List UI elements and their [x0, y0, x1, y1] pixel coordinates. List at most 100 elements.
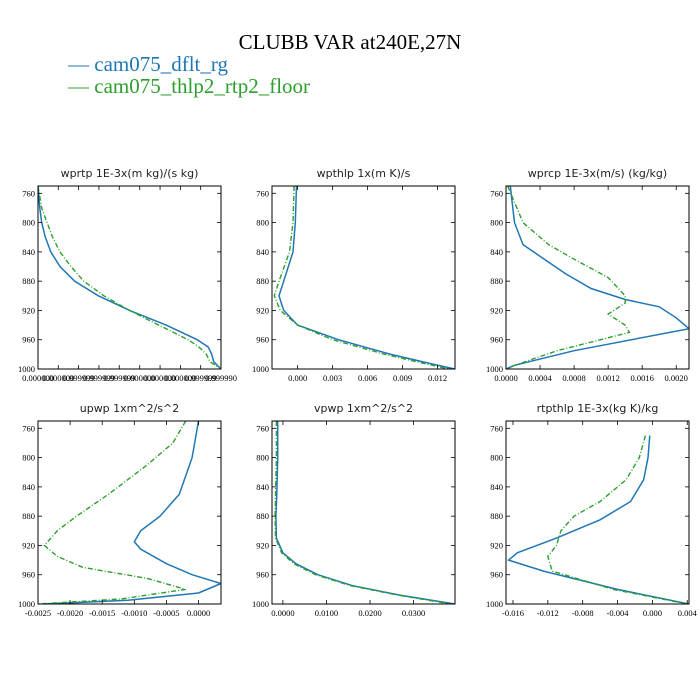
series-line-dflt-rg — [507, 435, 689, 604]
y-tick-label: 880 — [256, 276, 269, 286]
x-tick-label: 0.009 — [393, 373, 412, 383]
y-tick-label: 800 — [490, 453, 503, 463]
x-tick-label: -0.004 — [607, 608, 630, 618]
y-tick-label: 800 — [22, 453, 35, 463]
y-tick-label: 960 — [256, 570, 269, 580]
x-tick-label: -0.008 — [572, 608, 594, 618]
y-tick-label: 760 — [490, 188, 503, 198]
y-tick-label: 760 — [22, 188, 35, 198]
y-tick-label: 960 — [256, 335, 269, 345]
series-line-dflt-rg — [38, 186, 221, 369]
x-tick-label: 0.0000 — [494, 373, 517, 383]
y-tick-label: 920 — [490, 305, 503, 315]
y-tick-label: 800 — [256, 453, 269, 463]
panel-5: vpwp 1xm^2/s^2 760 800 840 880 920 960 10000.00… — [252, 402, 456, 618]
series-line-dflt-rg — [44, 421, 221, 604]
plot-frame — [37, 420, 222, 605]
panel-title: upwp 1xm^2/s^2 — [80, 402, 180, 415]
x-tick-label: 0.000000 — [144, 373, 176, 383]
x-tick-label: 0.004 — [678, 608, 698, 618]
y-tick-label: 880 — [490, 511, 503, 521]
x-tick-label: 0.0012 — [596, 373, 619, 383]
x-tick-label: 0.0000 — [271, 608, 294, 618]
series-line-dflt-rg — [506, 186, 689, 369]
y-tick-label: 920 — [256, 305, 269, 315]
y-tick-label: 840 — [490, 247, 503, 257]
x-tick-label: 0.0008 — [562, 373, 585, 383]
plot-frame — [505, 185, 690, 370]
x-tick-label: 0.999999 — [83, 373, 115, 383]
series-line-dflt-rg — [278, 186, 455, 369]
x-tick-label: -0.0025 — [25, 608, 51, 618]
panel-2: wpthlp 1x(m K)/s 760 800 840 880 920 960 1000 0.… — [252, 167, 456, 383]
panel-title: vpwp 1xm^2/s^2 — [314, 402, 413, 415]
x-tick-label: 0.999990 — [205, 373, 237, 383]
y-tick-label: 840 — [256, 247, 269, 257]
x-tick-label: 0.006 — [358, 373, 377, 383]
series-line-thlp2-rtp2-floor — [506, 186, 631, 369]
x-tick-label: 0.0016 — [630, 373, 653, 383]
series-line-thlp2-rtp2-floor — [274, 421, 451, 604]
y-tick-label: 920 — [22, 540, 35, 550]
series-line-thlp2-rtp2-floor — [38, 421, 187, 604]
y-tick-label: 880 — [22, 511, 35, 521]
y-tick-label: 800 — [22, 218, 35, 228]
y-tick-label: 1000 — [252, 599, 269, 609]
y-tick-label: 880 — [22, 276, 35, 286]
x-tick-label: 0.999999 — [103, 373, 135, 383]
y-tick-label: 760 — [22, 423, 35, 433]
panel-title: wprcp 1E-3x(m/s) (kg/kg) — [528, 167, 667, 180]
y-tick-label: 960 — [490, 335, 503, 345]
x-tick-label: 0.0200 — [358, 608, 381, 618]
y-tick-label: 840 — [490, 482, 503, 492]
plot-frame — [505, 420, 690, 605]
x-tick-label: 0.012 — [428, 373, 447, 383]
figure-title: CLUBB VAR at240E,27N — [238, 30, 462, 54]
y-tick-label: 920 — [22, 305, 35, 315]
y-tick-label: 920 — [490, 540, 503, 550]
y-tick-label: 760 — [256, 188, 269, 198]
x-tick-label: 0.0100 — [315, 608, 338, 618]
panel-6: rtpthlp 1E-3x(kg K)/kg 760 800 840 880 920 960… — [486, 402, 698, 618]
x-tick-label: 0.000000 — [22, 373, 54, 383]
x-tick-label: -0.016 — [502, 608, 524, 618]
x-tick-label: -0.0015 — [89, 608, 115, 618]
y-tick-label: 960 — [490, 570, 503, 580]
y-tick-label: 960 — [22, 335, 35, 345]
x-tick-label: 0.000 — [288, 373, 307, 383]
x-tick-label: 0.000000 — [42, 373, 74, 383]
plot-frame — [271, 420, 456, 605]
y-tick-label: 800 — [490, 218, 503, 228]
y-tick-label: 840 — [22, 482, 35, 492]
y-tick-label: 1000 — [486, 599, 503, 609]
series-line-thlp2-rtp2-floor — [38, 186, 221, 369]
x-tick-label: 0.000000 — [124, 373, 156, 383]
y-tick-label: 1000 — [486, 364, 503, 374]
x-tick-label: 0.000 — [643, 608, 662, 618]
x-tick-label: 0.999999 — [185, 373, 217, 383]
y-tick-label: 1000 — [18, 599, 35, 609]
y-tick-label: 880 — [256, 511, 269, 521]
x-tick-label: 0.000000 — [164, 373, 196, 383]
y-tick-label: 760 — [490, 423, 503, 433]
y-tick-label: 800 — [256, 218, 269, 228]
y-tick-label: 840 — [22, 247, 35, 257]
series-line-thlp2-rtp2-floor — [547, 435, 688, 604]
x-tick-label: 0.0300 — [402, 608, 425, 618]
series-line-thlp2-rtp2-floor — [273, 186, 450, 369]
y-tick-label: 880 — [490, 276, 503, 286]
panel-title: rtpthlp 1E-3x(kg K)/kg — [537, 402, 659, 415]
x-tick-label: 0.0020 — [665, 373, 688, 383]
panel-title: wpthlp 1x(m K)/s — [317, 167, 411, 180]
y-tick-label: 960 — [22, 570, 35, 580]
x-tick-label: 0.003 — [323, 373, 342, 383]
panel-4: upwp 1xm^2/s^27608008408809209601000-0.0… — [18, 402, 222, 618]
y-tick-label: 1000 — [252, 364, 269, 374]
plot-frame — [37, 185, 222, 370]
x-tick-label: -0.0005 — [153, 608, 179, 618]
y-tick-label: 920 — [256, 540, 269, 550]
x-tick-label: 0.0004 — [528, 373, 552, 383]
series-line-dflt-rg — [275, 421, 455, 604]
x-tick-label: -0.0020 — [57, 608, 83, 618]
